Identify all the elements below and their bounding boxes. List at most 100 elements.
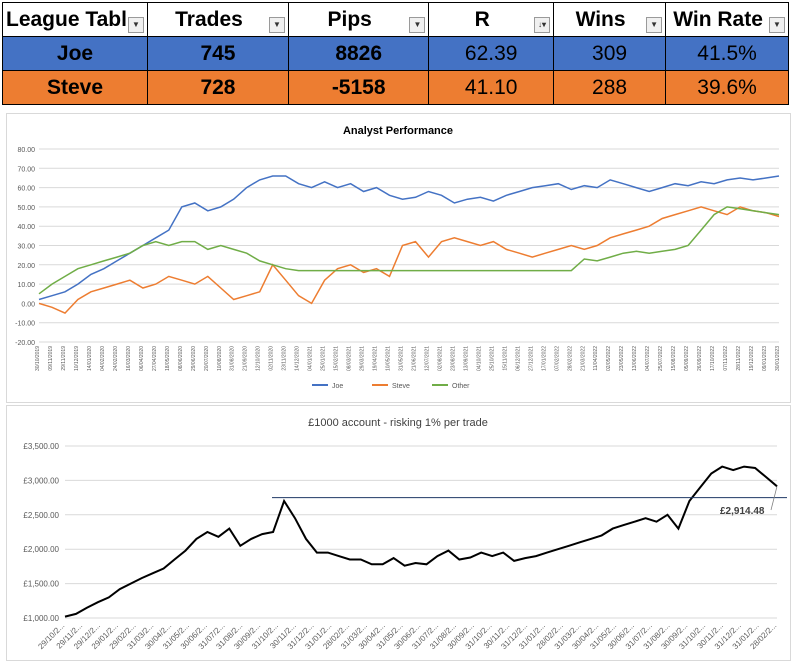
x-tick-label: 13/06/2022	[632, 346, 638, 371]
x-tick-label: 06/12/2021	[515, 346, 521, 371]
x-tick-label: 21/03/2022	[580, 346, 586, 371]
x-tick-label: 07/02/2022	[554, 346, 560, 371]
cell-pips[interactable]: -5158	[287, 70, 430, 105]
header-cell[interactable]: Pips ▼	[287, 2, 430, 37]
x-tick-label: 23/11/2020	[282, 346, 288, 371]
y-tick-label: £1,500.00	[23, 580, 59, 589]
x-tick-label: 13/09/2021	[463, 346, 469, 371]
cell-name[interactable]: Joe	[1, 36, 149, 71]
series-line-steve	[38, 206, 780, 315]
x-tick-label: 04/02/2020	[100, 346, 106, 371]
x-tick-label: 08/03/2021	[347, 346, 353, 371]
header-label: Pips	[327, 7, 372, 31]
x-tick-label: 23/05/2022	[619, 346, 625, 371]
x-tick-label: 26/09/2022	[697, 346, 703, 371]
x-tick-label: 18/05/2020	[165, 346, 171, 371]
annotation-leader	[770, 486, 778, 511]
legend-label: Steve	[392, 383, 410, 390]
x-tick-label: 31/08/2020	[230, 346, 236, 371]
y-tick-label: 50.00	[17, 205, 35, 212]
cell-trades[interactable]: 745	[147, 36, 289, 71]
header-cell[interactable]: Wins ▼	[552, 2, 667, 37]
legend-label: Other	[452, 383, 470, 390]
x-tick-label: 19/04/2021	[373, 346, 379, 371]
y-tick-label: 30.00	[17, 244, 35, 251]
header-cell[interactable]: Trades ▼	[147, 2, 289, 37]
x-tick-label: 27/04/2020	[152, 346, 158, 371]
account-chart: £1000 account - risking 1% per trade £3,5…	[23, 417, 787, 651]
x-tick-label: 07/11/2022	[723, 346, 729, 371]
x-tick-label: 28/02/2022	[567, 346, 573, 371]
x-tick-label: 04/01/2021	[308, 346, 314, 371]
cell-win-rate[interactable]: 39.6%	[665, 70, 789, 105]
x-tick-label: 08/06/2020	[178, 346, 184, 371]
cell-win-rate[interactable]: 41.5%	[665, 36, 789, 71]
chevron-down-icon[interactable]: ▼	[409, 17, 426, 33]
series-line-other	[38, 206, 780, 295]
x-tick-label: 14/12/2020	[295, 346, 301, 371]
x-tick-label: 25/01/2021	[321, 346, 327, 371]
x-tick-label: 04/07/2022	[645, 346, 651, 371]
final-value-annotation: £2,914.48	[720, 506, 765, 517]
x-tick-label: 31/05/2021	[399, 346, 405, 371]
x-tick-label: 29/11/2019	[61, 346, 67, 371]
cell-pips[interactable]: 8826	[287, 36, 430, 71]
cell-wins[interactable]: 309	[552, 36, 667, 71]
y-tick-label: 40.00	[17, 224, 35, 231]
y-tick-label: £3,500.00	[23, 442, 59, 451]
y-tick-label: -20.00	[15, 340, 35, 347]
x-tick-label: 28/11/2022	[736, 346, 742, 371]
header-cell[interactable]: R ↓▾	[428, 2, 554, 37]
x-tick-label: 10/05/2021	[386, 346, 392, 371]
x-tick-label: 23/08/2021	[450, 346, 456, 371]
cell-wins[interactable]: 288	[552, 70, 667, 105]
header-cell[interactable]: Win Rate ▼	[665, 2, 789, 37]
y-tick-label: 80.00	[17, 147, 35, 154]
sort-desc-icon[interactable]: ↓▾	[533, 17, 550, 33]
x-tick-label: 10/12/2019	[74, 346, 80, 371]
header-cell[interactable]: League Tabl ▼	[1, 2, 149, 37]
y-tick-label: 70.00	[17, 166, 35, 173]
chevron-down-icon[interactable]: ▼	[769, 17, 785, 33]
legend-label: Joe	[332, 383, 343, 390]
y-tick-label: -10.00	[15, 321, 35, 328]
x-tick-label: 09/01/2023	[762, 346, 768, 371]
x-tick-label: 15/08/2022	[671, 346, 677, 371]
chevron-down-icon[interactable]: ▼	[646, 17, 663, 33]
x-tick-label: 16/03/2020	[126, 346, 132, 371]
chart-title: £1000 account - risking 1% per trade	[308, 417, 488, 429]
chevron-down-icon[interactable]: ▼	[268, 17, 285, 33]
y-tick-label: £3,000.00	[23, 476, 59, 485]
series-line-joe	[38, 175, 780, 301]
cell-trades[interactable]: 728	[147, 70, 289, 105]
x-tick-label: 10/08/2020	[217, 346, 223, 371]
chart-title: Analyst Performance	[343, 125, 453, 137]
chevron-down-icon[interactable]: ▼	[128, 17, 145, 33]
x-tick-label: 25/10/2021	[489, 346, 495, 371]
header-label: Wins	[575, 7, 626, 31]
table-row: Steve 728 -5158 41.10 288 39.6%	[1, 70, 789, 105]
y-tick-label: 20.00	[17, 263, 35, 270]
x-tick-label: 29/03/2021	[360, 346, 366, 371]
x-tick-label: 30/01/2023	[775, 346, 781, 371]
x-tick-label: 24/02/2020	[113, 346, 119, 371]
y-tick-label: 0.00	[21, 301, 35, 308]
x-tick-label: 20/07/2020	[204, 346, 210, 371]
cell-r[interactable]: 62.39	[428, 36, 554, 71]
cell-name[interactable]: Steve	[1, 70, 149, 105]
y-tick-label: £1,000.00	[23, 614, 59, 623]
analyst-performance-chart-panel[interactable]: Analyst Performance 80.00 70.00 60.00 50.00 4…	[6, 113, 791, 403]
header-label: Win Rate	[673, 7, 763, 31]
league-table: League Tabl ▼ Trades ▼ Pips ▼ R ↓▾ Wins ▼ Win…	[1, 2, 789, 105]
account-chart-panel[interactable]: £1000 account - risking 1% per trade £3,5…	[6, 405, 791, 661]
x-tick-label: 19/12/2022	[749, 346, 755, 371]
x-tick-label: 06/04/2020	[139, 346, 145, 371]
x-tick-label: 12/10/2020	[256, 346, 262, 371]
cell-r[interactable]: 41.10	[428, 70, 554, 105]
table-row: Joe 745 8826 62.39 309 41.5%	[1, 36, 789, 71]
x-tick-label: 17/10/2022	[710, 346, 716, 371]
header-label: Trades	[175, 7, 243, 31]
x-tick-label: 04/10/2021	[476, 346, 482, 371]
x-tick-label: 25/07/2022	[658, 346, 664, 371]
x-tick-label: 29/06/2020	[191, 346, 197, 371]
